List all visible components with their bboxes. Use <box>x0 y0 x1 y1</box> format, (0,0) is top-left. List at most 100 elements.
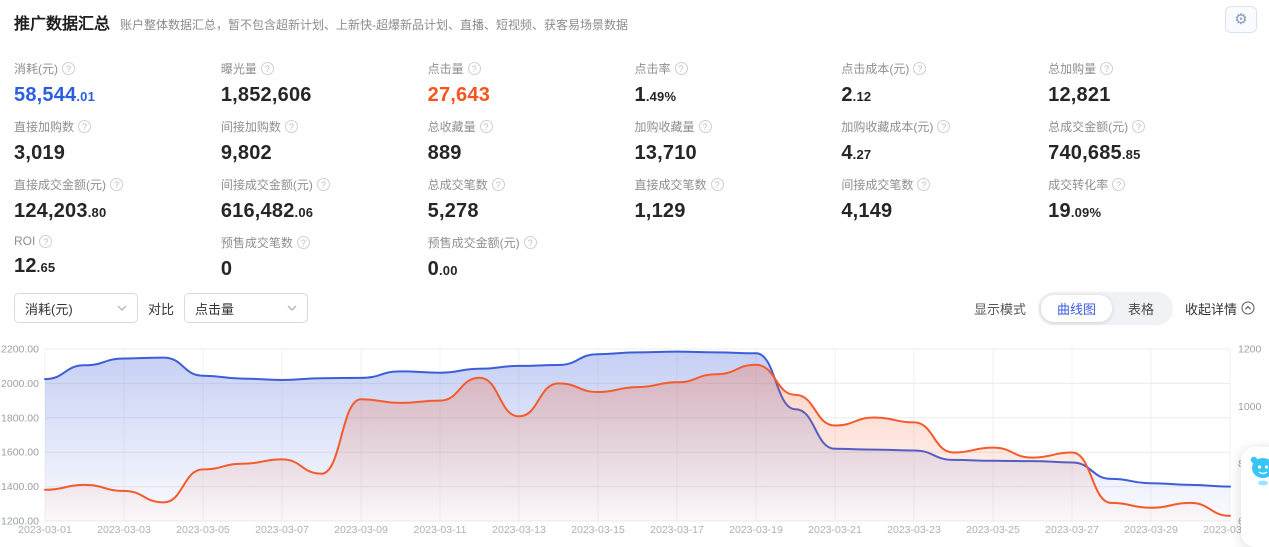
metric-value: 740,685.85 <box>1048 142 1141 164</box>
left-axis-tick: 2200.00 <box>1 344 39 356</box>
left-axis-tick: 1200.00 <box>1 516 39 528</box>
x-axis-tick: 2023-03-09 <box>334 524 388 536</box>
help-icon[interactable]: ? <box>296 236 310 249</box>
metric-value: 616,482.06 <box>220 200 314 222</box>
display-mode-toggle: 曲线图 表格 <box>1037 291 1173 325</box>
chart-area-series-1 <box>45 364 1230 521</box>
compare-select[interactable]: 点击量 <box>184 293 309 323</box>
help-icon[interactable]: ? <box>937 120 951 133</box>
help-icon[interactable]: ? <box>284 120 298 133</box>
metric-label: 预售成交笔数 <box>220 236 293 250</box>
page-subtitle: 账户整体数据汇总，暂不包含超新计划、上新快-超爆新品计划、直播、短视频、获客易场… <box>120 18 629 32</box>
metric-cell: 点击成本(元) ? 2.12 <box>841 60 1048 111</box>
metric-cell: 总成交笔数 ? 5,278 <box>428 176 635 227</box>
metric-cell: 直接加购数 ? 3,019 <box>14 118 221 169</box>
help-icon[interactable]: ? <box>491 178 505 191</box>
help-icon[interactable]: ? <box>110 178 123 191</box>
x-axis-tick: 2023-03-21 <box>808 524 862 536</box>
help-icon[interactable]: ? <box>62 62 75 75</box>
metric-value: 13,710 <box>634 142 697 164</box>
help-icon[interactable]: ? <box>479 120 493 133</box>
gear-icon: ⚙ <box>1234 11 1248 28</box>
metric-select[interactable]: 消耗(元) <box>14 293 138 323</box>
metric-cell: ROI ? 12.65 <box>14 234 221 285</box>
help-icon[interactable]: ? <box>1100 62 1114 75</box>
metric-label: 总成交笔数 <box>427 178 488 192</box>
metric-cell: 总加购量 ? 12,821 <box>1048 60 1255 111</box>
x-axis-tick: 2023-03-29 <box>1124 524 1178 536</box>
right-axis-tick: 1200 <box>1238 344 1262 356</box>
chevron-down-icon <box>117 305 127 311</box>
metric-cell: 消耗(元) ? 58,544.01 <box>14 60 221 111</box>
left-axis-tick: 1800.00 <box>1 412 39 424</box>
metric-value: 889 <box>427 142 462 164</box>
help-icon[interactable]: ? <box>913 62 927 75</box>
metric-cell: 曝光量 ? 1,852,606 <box>221 60 428 111</box>
metric-cell: 点击量 ? 27,643 <box>428 60 635 111</box>
x-axis-tick: 2023-03-27 <box>1045 524 1099 536</box>
help-icon[interactable]: ? <box>674 62 688 75</box>
metric-value: 4,149 <box>841 200 893 222</box>
x-axis-tick: 2023-03-01 <box>18 524 72 536</box>
chevron-down-icon <box>287 305 297 311</box>
help-icon[interactable]: ? <box>1132 120 1146 133</box>
x-axis-tick: 2023-03-23 <box>887 524 941 536</box>
help-icon[interactable]: ? <box>917 178 931 191</box>
collapse-circle-up-icon <box>1241 301 1255 315</box>
metric-value: 1.49% <box>634 84 677 106</box>
help-icon[interactable]: ? <box>39 234 53 248</box>
metric-label: 点击量 <box>427 62 464 76</box>
metric-cell: 预售成交金额(元) ? 0.00 <box>428 234 635 285</box>
help-icon[interactable]: ? <box>78 120 92 133</box>
metric-value: 1,129 <box>634 200 686 222</box>
help-icon[interactable]: ? <box>523 236 537 249</box>
x-axis-tick: 2023-03-13 <box>492 524 546 536</box>
help-icon[interactable]: ? <box>316 178 330 191</box>
metric-label: 直接成交笔数 <box>634 178 707 192</box>
metric-cell: 间接成交笔数 ? 4,149 <box>841 176 1048 227</box>
metric-value: 2.12 <box>841 84 872 106</box>
x-axis-tick: 2023-03-19 <box>729 524 783 536</box>
assistant-mascot-icon <box>1250 456 1269 486</box>
collapse-details-button[interactable]: 收起详情 <box>1185 299 1255 318</box>
chart-line-series-1 <box>44 363 1231 517</box>
x-axis-tick: 2023-03-07 <box>255 524 309 536</box>
help-icon[interactable]: ? <box>467 62 481 75</box>
customer-service-widget[interactable] <box>1241 447 1269 547</box>
metric-value: 27,643 <box>427 84 491 106</box>
help-icon[interactable]: ? <box>260 62 274 75</box>
metric-cell: 直接成交金额(元) ? 124,203.80 <box>14 176 221 227</box>
metric-cell: 加购收藏量 ? 13,710 <box>634 118 841 169</box>
metric-label: 点击率 <box>634 62 671 76</box>
metric-value: 58,544.01 <box>14 84 96 106</box>
x-axis-tick: 2023-03-17 <box>650 524 704 536</box>
help-icon[interactable]: ? <box>698 120 712 133</box>
x-axis-tick: 2023-03-25 <box>966 524 1020 536</box>
metric-label: 加购收藏量 <box>634 120 695 134</box>
metric-value: 0 <box>220 258 233 280</box>
x-axis-tick: 2023-03-05 <box>176 524 230 536</box>
metric-value: 19.09% <box>1048 200 1102 222</box>
left-axis-tick: 1600.00 <box>1 447 39 459</box>
x-axis-tick: 2023-03-03 <box>97 524 151 536</box>
metric-label: 消耗(元) <box>14 62 58 76</box>
mode-table-option[interactable]: 表格 <box>1127 301 1154 317</box>
chart-controls: 消耗(元) 对比 点击量 显示模式 曲线图 表格 收起详情 <box>0 291 1269 325</box>
metric-label: 总收藏量 <box>427 120 476 134</box>
metric-select-value: 消耗(元) <box>25 301 73 317</box>
metric-cell: 成交转化率 ? 19.09% <box>1048 176 1255 227</box>
metric-value: 5,278 <box>427 200 479 222</box>
chart-axis-labels: 2200.00 2000.00 1800.00 1600.00 1400.00 1200.… <box>1 344 1261 537</box>
compare-select-value: 点击量 <box>195 301 235 317</box>
mode-curve-option[interactable]: 曲线图 <box>1040 294 1112 322</box>
settings-gear-button[interactable]: ⚙ <box>1225 6 1257 33</box>
display-mode-label: 显示模式 <box>973 301 1026 317</box>
metric-value: 4.27 <box>841 142 872 164</box>
metric-value: 3,019 <box>14 142 66 164</box>
metric-label: 预售成交金额(元) <box>427 236 520 250</box>
x-axis-tick: 2023-03-15 <box>571 524 625 536</box>
help-icon[interactable]: ? <box>1112 178 1126 191</box>
metric-label: 加购收藏成本(元) <box>841 120 934 134</box>
metric-label: 直接加购数 <box>14 120 75 134</box>
help-icon[interactable]: ? <box>710 178 724 191</box>
